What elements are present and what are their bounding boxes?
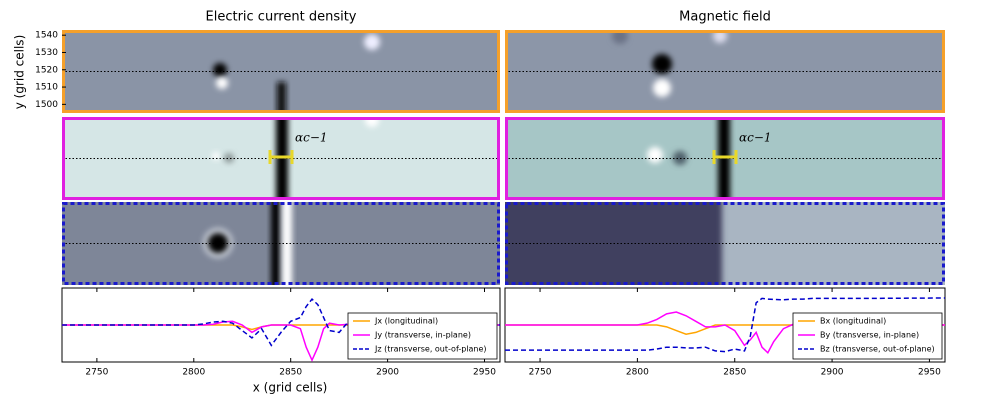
legend-label: Bx (longitudinal) xyxy=(820,317,886,326)
x-tick-label: 2850 xyxy=(279,368,302,378)
legend-label: Jx (longitudinal) xyxy=(374,317,438,326)
image-feature xyxy=(718,117,730,200)
y-tick-label: 1520 xyxy=(35,65,58,75)
image-feature xyxy=(208,233,228,253)
image-feature xyxy=(713,30,727,43)
image-feature xyxy=(505,202,722,285)
y-tick-label: 1540 xyxy=(35,31,58,41)
x-tick-label: 2950 xyxy=(473,368,496,378)
panel-title: Magnetic field xyxy=(679,10,771,25)
legend-box xyxy=(792,312,943,360)
x-axis-label: x (grid cells) xyxy=(253,381,328,395)
image-feature xyxy=(652,54,672,74)
panel-border xyxy=(62,202,500,285)
panel-title: Electric current density xyxy=(206,10,357,25)
x-tick-label: 2950 xyxy=(918,368,941,378)
panel-border xyxy=(62,30,500,113)
image-feature xyxy=(276,117,288,200)
series-line xyxy=(505,297,946,353)
image-feature xyxy=(213,63,227,77)
image-feature xyxy=(212,152,220,160)
legend-label: Bz (transverse, out-of-plane) xyxy=(820,345,935,354)
image-panel xyxy=(505,202,945,285)
image-feature xyxy=(224,153,234,163)
image-feature xyxy=(612,30,628,44)
image-feature xyxy=(647,147,663,163)
panel-border xyxy=(62,117,500,200)
x-tick-label: 2750 xyxy=(85,368,108,378)
image-feature xyxy=(216,77,228,89)
x-tick-label: 2850 xyxy=(723,368,746,378)
y-tick-label: 1530 xyxy=(35,48,58,58)
x-tick-label: 2900 xyxy=(821,368,844,378)
image-feature xyxy=(277,82,286,113)
series-line xyxy=(62,297,500,347)
image-feature xyxy=(364,34,380,50)
image-feature xyxy=(653,79,671,97)
y-tick-label: 1500 xyxy=(35,100,58,110)
image-background xyxy=(505,30,945,113)
image-panel xyxy=(62,117,500,200)
y-axis-label: y (grid cells) xyxy=(13,35,27,110)
image-panel xyxy=(62,202,500,285)
x-tick-label: 2900 xyxy=(376,368,399,378)
legend-label: By (transverse, in-plane) xyxy=(820,331,919,340)
x-tick-label: 2800 xyxy=(182,368,205,378)
panel-border xyxy=(505,117,945,200)
annotation: αc−1 xyxy=(739,131,772,145)
legend-label: Jz (transverse, out-of-plane) xyxy=(374,345,487,354)
image-feature xyxy=(282,202,292,285)
image-feature xyxy=(271,202,280,285)
panel-border xyxy=(505,202,945,285)
image-panel xyxy=(505,117,945,200)
y-tick-label: 1510 xyxy=(35,83,58,93)
image-panel xyxy=(62,30,500,113)
x-tick-label: 2800 xyxy=(626,368,649,378)
legend-box xyxy=(347,312,498,360)
x-tick-label: 2750 xyxy=(529,368,552,378)
legend-label: Jy (transverse, in-plane) xyxy=(374,331,471,340)
image-panel xyxy=(505,30,945,113)
annotation: αc−1 xyxy=(295,131,328,145)
panel-border xyxy=(505,30,945,113)
